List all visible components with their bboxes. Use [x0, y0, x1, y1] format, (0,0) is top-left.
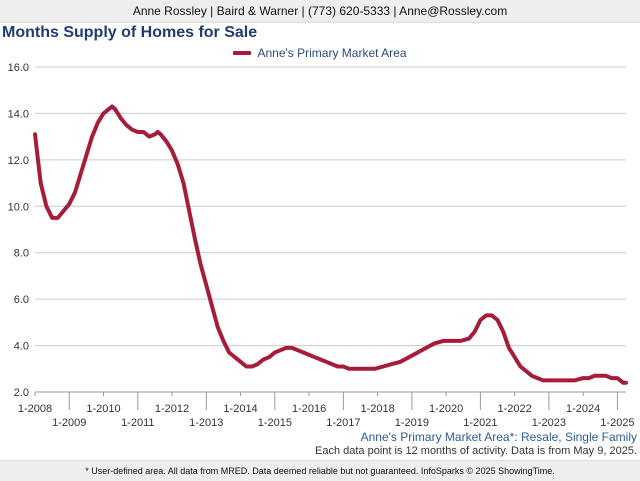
x-tick-label: 1-2009 [52, 417, 86, 429]
y-tick-label: 10.0 [8, 201, 29, 213]
footer-disclaimer: * User-defined area. All data from MRED.… [85, 466, 555, 476]
data-note-caption: Each data point is 12 months of activity… [314, 445, 637, 457]
footer-bar: * User-defined area. All data from MRED.… [0, 460, 640, 481]
legend-label: Anne's Primary Market Area [257, 46, 407, 60]
x-tick-label: 1-2012 [155, 403, 189, 415]
x-tick-label: 1-2018 [360, 403, 394, 415]
y-tick-label: 12.0 [8, 155, 29, 167]
x-tick-label: 1-2022 [498, 403, 532, 415]
x-tick-label: 1-2015 [258, 417, 292, 429]
x-tick-label: 1-2020 [429, 403, 463, 415]
y-tick-label: 4.0 [14, 341, 29, 353]
chart-svg: 2.0 4.0 6.0 8.0 10.0 12.0 14.0 16.0 1-20081-2009… [8, 62, 635, 429]
x-tick-label: 1-2008 [18, 403, 52, 415]
y-tick-label: 2.0 [14, 387, 29, 399]
x-tick-label: 1-2016 [292, 403, 326, 415]
x-tick-label: 1-2024 [566, 403, 600, 415]
x-tick-label: 1-2019 [395, 417, 429, 429]
x-tick-label: 1-2021 [463, 417, 497, 429]
x-tick-label: 1-2011 [121, 417, 154, 429]
x-tick-label: 1-2013 [189, 417, 223, 429]
chart-legend: Anne's Primary Market Area [0, 46, 640, 60]
x-tick-label: 1-2014 [223, 403, 257, 415]
y-tick-label: 16.0 [8, 62, 29, 74]
header-bar: Anne Rossley | Baird & Warner | (773) 62… [0, 0, 640, 23]
x-tick-label: 1-2010 [86, 403, 120, 415]
market-area-caption: Anne's Primary Market Area*: Resale, Sin… [360, 430, 637, 444]
header-contact-text: Anne Rossley | Baird & Warner | (773) 62… [132, 4, 508, 18]
x-tick-label: 1-2023 [532, 417, 566, 429]
chart-title: Months Supply of Homes for Sale [2, 24, 258, 41]
y-tick-label: 6.0 [14, 294, 29, 306]
y-tick-label: 14.0 [8, 108, 29, 120]
y-tick-label: 8.0 [14, 248, 29, 260]
legend-swatch [233, 51, 252, 55]
series-line-0 [33, 104, 628, 385]
x-tick-label: 1-2025 [600, 417, 634, 429]
x-tick-label: 1-2017 [326, 417, 360, 429]
